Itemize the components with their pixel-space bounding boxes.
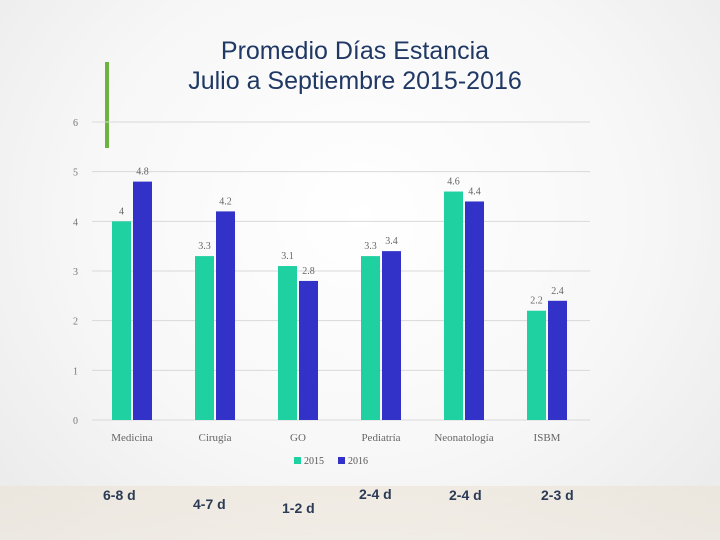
- x-tick-label: Pediatría: [361, 432, 400, 444]
- legend-label-2016: 2016: [348, 456, 368, 467]
- x-tick-label: Medicina: [111, 432, 153, 444]
- data-label: 4.2: [219, 196, 232, 207]
- expected-stay-cirugia: 4-7 d: [193, 496, 226, 512]
- data-label: 3.1: [281, 251, 294, 262]
- bar-2015: [195, 256, 214, 420]
- data-label: 4: [119, 206, 124, 217]
- y-tick-label: 2: [73, 317, 78, 328]
- data-label: 3.3: [198, 241, 211, 252]
- y-tick-label: 1: [73, 366, 78, 377]
- bar-2015: [112, 221, 131, 420]
- data-label: 2.2: [530, 296, 543, 307]
- bar-chart: 0 1 2 3 4 5 6 4 4.8 Medicina 3.3 4.2 Cirugía 3.1 2.8 GO…: [73, 118, 590, 467]
- x-tick-label: Neonatología: [434, 432, 493, 444]
- title-line-2: Julio a Septiembre 2015-2016: [188, 67, 522, 95]
- expected-stay-pediatria: 2-4 d: [359, 486, 392, 502]
- data-label: 4.8: [136, 167, 149, 178]
- bar-2016: [382, 251, 401, 420]
- bottom-strip: [0, 486, 720, 540]
- y-tick-label: 4: [73, 217, 78, 228]
- accent-bar: [105, 62, 109, 148]
- expected-stay-isbm: 2-3 d: [541, 487, 574, 503]
- data-label: 4.6: [447, 177, 460, 188]
- data-label: 3.4: [385, 236, 398, 247]
- chart-title: Promedio Días Estancia Julio a Septiembr…: [0, 36, 710, 96]
- data-label: 4.4: [468, 186, 481, 197]
- bar-2016: [299, 280, 318, 420]
- expected-stay-neonatologia: 2-4 d: [449, 487, 482, 503]
- data-label: 3.3: [364, 241, 377, 252]
- y-tick-label: 0: [73, 416, 78, 427]
- bar-2015: [527, 310, 546, 420]
- bar-2016: [465, 201, 484, 420]
- expected-stay-medicina: 6-8 d: [103, 487, 136, 503]
- bar-2015: [361, 256, 380, 420]
- x-tick-label: Cirugía: [199, 432, 232, 444]
- data-label: 2.4: [551, 286, 564, 297]
- x-tick-label: GO: [290, 432, 306, 444]
- bar-2016: [216, 211, 235, 420]
- data-label: 2.8: [302, 266, 315, 277]
- bar-2016: [548, 300, 567, 420]
- legend-swatch-2015: [294, 457, 301, 464]
- y-tick-label: 6: [73, 118, 78, 129]
- legend-swatch-2016: [338, 457, 345, 464]
- y-tick-label: 5: [73, 168, 78, 179]
- title-line-1: Promedio Días Estancia: [220, 37, 490, 65]
- bar-2015: [278, 266, 297, 420]
- bar-2016: [133, 181, 152, 420]
- expected-stay-go: 1-2 d: [282, 500, 315, 516]
- legend-label-2015: 2015: [304, 456, 324, 467]
- expected-stays-row: 6-8 d 4-7 d 1-2 d 2-4 d 2-4 d 2-3 d: [0, 482, 720, 540]
- x-tick-label: ISBM: [534, 432, 561, 444]
- bar-2015: [444, 191, 463, 420]
- y-tick-label: 3: [73, 267, 78, 278]
